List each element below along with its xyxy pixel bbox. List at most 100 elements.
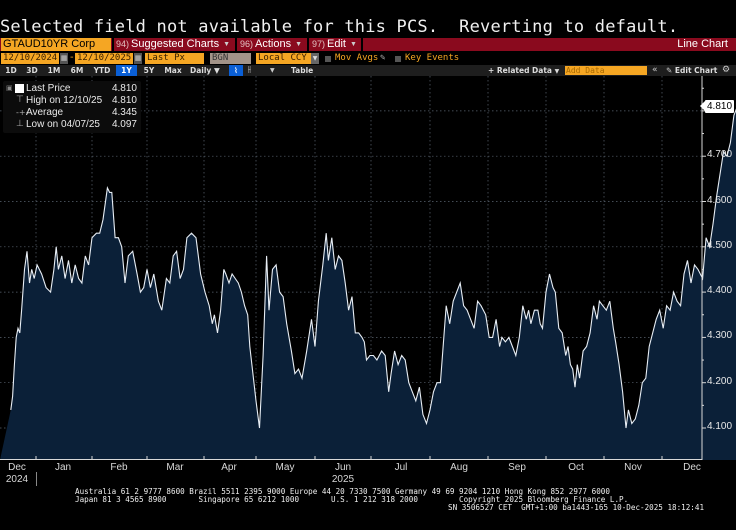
average-marker-icon: -+- (16, 108, 29, 117)
x-year-label: 2025 (331, 474, 355, 485)
footer-contacts-line1: Australia 61 2 9777 8600 Brazil 5511 239… (75, 487, 610, 496)
chevron-down-icon: ▼ (223, 41, 231, 48)
toolbar-divider (361, 38, 363, 51)
range-5y[interactable]: 5Y (143, 66, 155, 75)
key-events-label[interactable]: Key Events (405, 53, 460, 63)
status-message: Selected field not available for this PC… (0, 17, 679, 37)
edit-chart-button[interactable]: ✎ Edit Chart (666, 65, 717, 76)
x-year-label: 2024 (5, 474, 29, 485)
price-chart[interactable] (0, 76, 736, 460)
legend-label: High on 12/10/25 (26, 95, 103, 106)
x-tick-label: May (275, 462, 295, 473)
table-button[interactable]: Table (291, 66, 314, 75)
y-tick-label: 4.600 (707, 194, 733, 206)
x-tick-label: Apr (221, 462, 237, 473)
range-max[interactable]: Max (164, 66, 182, 75)
legend-label: Low on 04/07/25 (26, 119, 100, 130)
range-1m[interactable]: 1M (47, 66, 61, 75)
chevron-down-icon[interactable]: ▼ (311, 53, 319, 64)
field-selector[interactable]: Last Px (145, 53, 204, 64)
chevron-down-icon: ▼ (213, 66, 220, 75)
chart-type-label[interactable]: Line Chart (677, 38, 728, 50)
menu-number: 97) (312, 39, 326, 49)
menu-number: 96) (240, 39, 254, 49)
legend-box[interactable] (3, 81, 141, 133)
footer-contacts-line2: Japan 81 3 4565 8900 Singapore 65 6212 1… (75, 495, 629, 504)
suggested-charts-menu[interactable]: 94) Suggested Charts ▼ (116, 38, 230, 51)
x-tick-label: Jul (394, 462, 408, 473)
chevron-down-icon[interactable]: ▼ (270, 67, 275, 74)
legend-value: 4.810 (111, 83, 137, 94)
price-area (0, 109, 736, 460)
gear-icon[interactable]: ⚙ (722, 65, 731, 75)
mov-avgs-checkbox[interactable] (325, 56, 331, 62)
year-separator (36, 472, 37, 486)
range-3d[interactable]: 3D (26, 66, 38, 75)
range-toolbar (0, 65, 736, 76)
x-tick-label: Dec (683, 462, 701, 473)
legend-toggle-icon[interactable]: ▣ (6, 84, 13, 92)
x-tick-label: Jun (334, 462, 352, 473)
x-tick-label: Jan (54, 462, 72, 473)
add-data-input[interactable]: Add Data (565, 66, 647, 75)
menu-number: 94) (116, 39, 130, 49)
menu-label: Edit (327, 38, 346, 50)
related-data-label: Related Data (496, 66, 552, 75)
collapse-icon[interactable]: « (652, 65, 658, 75)
source-field[interactable]: BGN (210, 53, 251, 64)
range-ytd[interactable]: YTD (93, 66, 111, 75)
calendar-icon[interactable]: ▦ (134, 53, 142, 64)
y-tick-label: 4.400 (707, 285, 733, 297)
line-chart-icon[interactable]: ⌇ (229, 65, 243, 76)
x-tick-label: Dec (8, 462, 26, 473)
frequency-label: Daily (190, 66, 212, 75)
legend-value: 4.097 (111, 119, 137, 130)
range-1d[interactable]: 1D (5, 66, 17, 75)
x-ticks (35, 456, 663, 460)
related-data-button[interactable]: + Related Data ▼ (488, 65, 559, 76)
menu-label: Suggested Charts (131, 38, 220, 50)
x-tick-label: Nov (624, 462, 642, 473)
y-tick-label: 4.200 (707, 375, 733, 387)
legend-value: 4.810 (111, 95, 137, 106)
top-toolbar (0, 38, 736, 51)
legend-swatch[interactable] (15, 84, 24, 93)
legend-value: 4.345 (111, 107, 137, 118)
end-date-field[interactable]: 12/10/2025 (75, 53, 133, 64)
x-tick-label: Mar (166, 462, 184, 473)
x-tick-label: Aug (450, 462, 468, 473)
actions-menu[interactable]: 96) Actions ▼ (240, 38, 302, 51)
last-price-label: 4.810 (705, 100, 735, 113)
calendar-icon[interactable]: ▦ (60, 53, 68, 64)
y-tick-label: 4.100 (707, 421, 733, 432)
y-tick-label: 4.500 (707, 239, 733, 251)
range-1y[interactable]: 1Y (116, 65, 137, 76)
last-price-marker (700, 101, 705, 111)
edit-chart-label: Edit Chart (674, 66, 718, 75)
toolbar-divider (235, 38, 237, 51)
start-date-field[interactable]: 12/10/2024 (1, 53, 59, 64)
range-6m[interactable]: 6M (70, 66, 84, 75)
y-tick-label: 4.300 (707, 330, 733, 342)
y-tick-label: 4.700 (707, 149, 733, 161)
edit-menu[interactable]: 97) Edit ▼ (312, 38, 357, 51)
legend-label: Last Price (26, 83, 71, 94)
x-tick-label: Sep (508, 462, 526, 473)
chevron-down-icon: ▼ (295, 41, 303, 48)
low-marker-icon: ⊥ (16, 119, 24, 129)
legend-label: Average (26, 107, 64, 118)
chevron-down-icon: ▼ (554, 68, 560, 75)
key-events-checkbox[interactable] (395, 56, 401, 62)
pencil-icon[interactable]: ✎ (380, 53, 386, 63)
price-line (10, 108, 736, 429)
footer-session-line: SN 3506527 CET GMT+1:00 ba1443-165 10-De… (448, 503, 705, 512)
toolbar-divider (112, 38, 114, 51)
chevron-down-icon: ▼ (349, 41, 357, 48)
mov-avgs-label[interactable]: Mov Avgs (335, 53, 379, 63)
ticker-field[interactable]: GTAUD10YR Corp (1, 38, 111, 51)
frequency-selector[interactable]: Daily ▼ (190, 65, 220, 76)
pencil-icon: ✎ (666, 66, 675, 75)
candlestick-icon[interactable]: ⫲ (248, 65, 251, 75)
x-tick-label: Oct (568, 462, 584, 473)
currency-selector[interactable]: Local CCY (256, 53, 311, 64)
